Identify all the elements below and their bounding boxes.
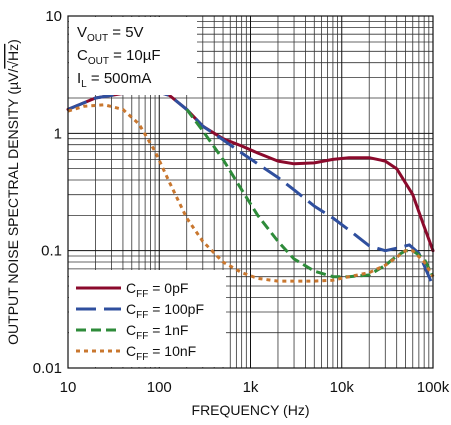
condition-2: IL = 500mA <box>77 70 151 90</box>
y-axis-label-close: ) <box>5 39 21 44</box>
conditions-annotation: VOUT = 5V COUT = 10µF IL = 500mA <box>77 24 161 90</box>
y-tick-label: 0.1 <box>41 243 62 260</box>
condition-0: VOUT = 5V <box>77 24 144 44</box>
legend-label-2: CFF = 1nF <box>126 322 188 342</box>
series-line-3 <box>67 103 435 283</box>
y-tick-label: 1 <box>54 125 62 142</box>
y-axis-label-radical: √Hz <box>5 44 21 69</box>
plot-frame <box>67 15 434 369</box>
legend-label-3: CFF = 10nF <box>126 343 196 363</box>
legend-label-1: CFF = 100pF <box>126 301 204 321</box>
y-tick-label: 0.01 <box>33 360 62 377</box>
x-tick-label: 10 <box>60 379 77 396</box>
series-line-2 <box>185 108 435 279</box>
y-axis-label-main: OUTPUT NOISE SPECTRAL DENSITY (µV/ <box>5 69 21 345</box>
x-axis-label: FREQUENCY (Hz) <box>192 402 310 418</box>
x-tick-label: 1k <box>243 379 259 396</box>
y-tick-label: 10 <box>45 8 62 25</box>
x-tick-label: 10k <box>330 379 355 396</box>
conditions-box <box>69 17 197 95</box>
tick-labels: 10 100 1k 10k 100k 0.01 0.1 1 10 <box>33 8 450 396</box>
y-axis-label: OUTPUT NOISE SPECTRAL DENSITY (µV/√Hz) <box>5 39 21 345</box>
x-tick-label: 100k <box>417 379 450 396</box>
x-tick-label: 100 <box>147 379 172 396</box>
legend-label-0: CFF = 0pF <box>126 280 188 300</box>
condition-1: COUT = 10µF <box>77 47 161 67</box>
